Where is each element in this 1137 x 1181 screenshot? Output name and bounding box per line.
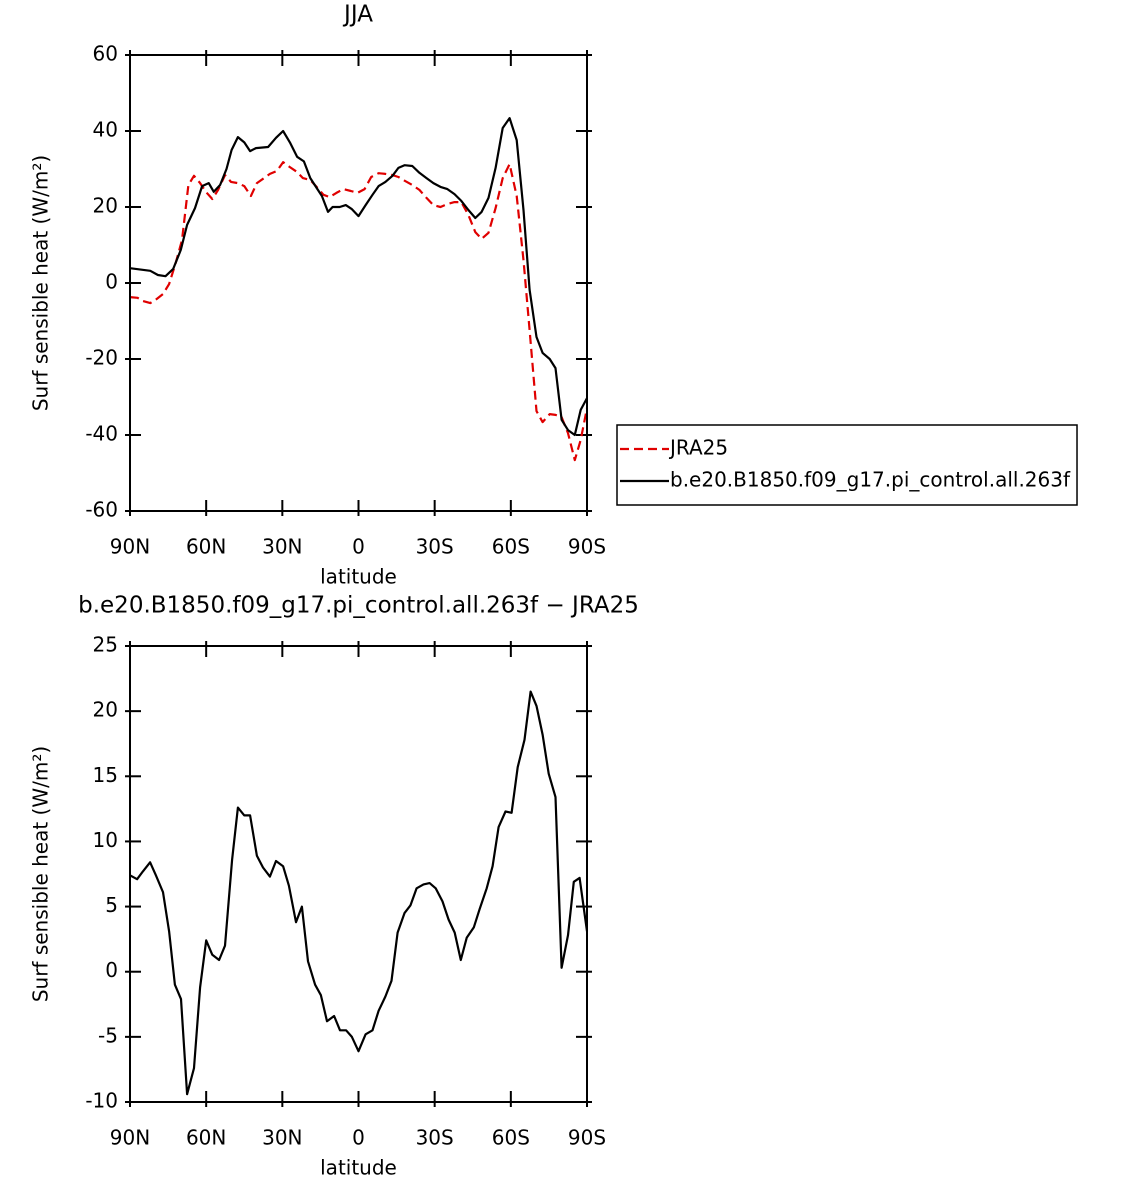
chart-title: JJA — [342, 2, 373, 28]
x-axis-label: latitude — [320, 1156, 397, 1180]
data-line — [129, 117, 588, 437]
y-tick-label: 20 — [93, 698, 118, 722]
chart-title: b.e20.B1850.f09_g17.pi_control.all.263f … — [78, 593, 639, 619]
x-tick-label: 90S — [568, 1126, 606, 1150]
y-tick-label: 20 — [93, 194, 118, 218]
y-tick-label: 10 — [93, 828, 118, 852]
x-tick-label: 90N — [110, 535, 150, 559]
x-tick-label: 60N — [186, 1126, 226, 1150]
x-tick-label: 30S — [416, 1126, 454, 1150]
y-tick-label: 15 — [93, 763, 118, 787]
x-tick-label: 90N — [110, 1126, 150, 1150]
panel: JJA Surf sensible heat (W/m²) latitude -60 -… — [29, 2, 1078, 589]
x-tick-label: 30N — [262, 535, 302, 559]
y-tick-label: -5 — [98, 1023, 118, 1047]
legend: JRA25 b.e20.B1850.f09_g17.pi_control.all.… — [616, 424, 1078, 506]
legend-box — [616, 424, 1078, 506]
x-tick-label: 60S — [492, 535, 530, 559]
y-tick-label: -10 — [85, 1089, 118, 1113]
y-tick-label: -20 — [85, 346, 118, 370]
y-tick-label: -60 — [85, 498, 118, 522]
x-tick-label: 60N — [186, 535, 226, 559]
y-axis-label: Surf sensible heat (W/m²) — [29, 155, 53, 411]
y-tick-label: 5 — [105, 893, 118, 917]
data-line — [129, 690, 589, 1096]
panel: b.e20.B1850.f09_g17.pi_control.all.263f … — [29, 593, 639, 1180]
y-tick-label: 25 — [93, 633, 118, 657]
y-tick-label: 0 — [105, 270, 118, 294]
x-axis-label: latitude — [320, 565, 397, 589]
legend-label: JRA25 — [668, 436, 728, 460]
legend-label: b.e20.B1850.f09_g17.pi_control.all.263f — [670, 468, 1071, 492]
plot-frame — [129, 54, 588, 512]
x-tick-label: 30S — [416, 535, 454, 559]
x-tick-label: 0 — [352, 535, 365, 559]
y-tick-label: 60 — [93, 42, 118, 66]
plot-frame — [129, 645, 588, 1103]
x-tick-label: 0 — [352, 1126, 365, 1150]
x-tick-label: 60S — [492, 1126, 530, 1150]
x-tick-label: 30N — [262, 1126, 302, 1150]
y-tick-label: 40 — [93, 118, 118, 142]
y-axis-label: Surf sensible heat (W/m²) — [29, 746, 53, 1002]
y-tick-label: 0 — [105, 958, 118, 982]
data-line — [129, 161, 589, 462]
y-tick-label: -40 — [85, 422, 118, 446]
x-tick-label: 90S — [568, 535, 606, 559]
